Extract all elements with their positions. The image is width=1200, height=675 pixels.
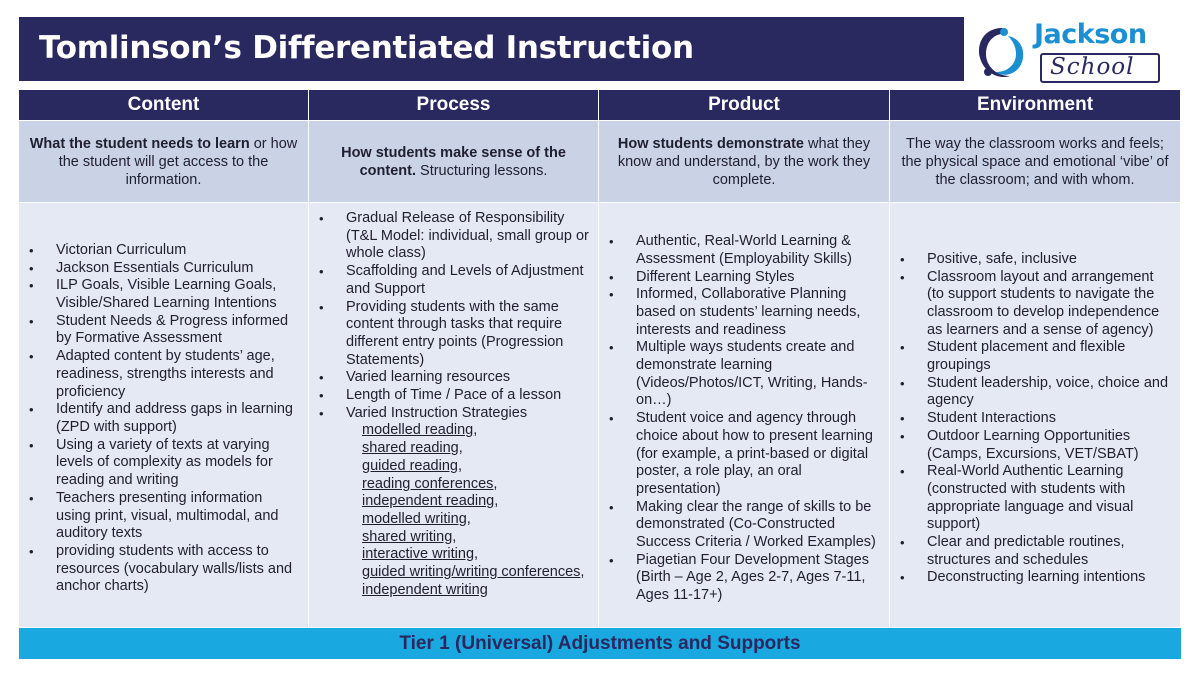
link-shared-writing[interactable]: shared writing	[362, 528, 453, 545]
link-guided-reading[interactable]: guided reading	[362, 457, 458, 474]
list-item: Clear and predictable routines, structur…	[898, 534, 1172, 569]
list-item: Teachers presenting information using pr…	[27, 490, 300, 543]
list-item: Scaffolding and Levels of Adjustment and…	[317, 263, 590, 298]
link-guided-writing[interactable]: guided writing/writing conferences	[362, 564, 581, 581]
list-item: Varied Instruction Strategies	[317, 405, 590, 423]
jackson-school-logo: Jackson School	[974, 19, 1168, 84]
header-product: Product	[599, 90, 890, 121]
header-environment: Environment	[890, 90, 1181, 121]
body-content: Victorian Curriculum Jackson Essentials …	[19, 203, 309, 628]
link-independent-writing[interactable]: independent writing	[362, 581, 488, 598]
list-item: Victorian Curriculum	[27, 242, 300, 260]
body-environment: Positive, safe, inclusive Classroom layo…	[890, 203, 1181, 628]
desc-product: How students demonstrate what they know …	[599, 121, 890, 203]
desc-environment: The way the classroom works and feels; t…	[890, 121, 1181, 203]
swirl-figures-icon	[978, 28, 1024, 78]
desc-product-bold: How students demonstrate	[617, 135, 804, 152]
list-item: Identify and address gaps in learning (Z…	[27, 401, 300, 436]
header-content: Content	[19, 90, 309, 121]
list-item: Student leadership, voice, choice and ag…	[898, 375, 1172, 410]
content-list: Victorian Curriculum Jackson Essentials …	[27, 242, 300, 596]
link-modelled-writing[interactable]: modelled writing	[362, 510, 467, 527]
list-item: Using a variety of texts at varying leve…	[27, 437, 300, 490]
comma: ,	[458, 440, 463, 457]
comma: ,	[473, 422, 478, 439]
list-item: Real-World Authentic Learning (construct…	[898, 463, 1172, 534]
list-item: Length of Time / Pace of a lesson	[317, 387, 590, 405]
comma: ,	[466, 510, 471, 527]
logo-text-jackson: Jackson	[1034, 19, 1147, 50]
list-item: Student Interactions	[898, 410, 1172, 428]
desc-content-text: or how the student will get access to th…	[58, 135, 298, 188]
list-item: Positive, safe, inclusive	[898, 251, 1172, 269]
list-item: Student Needs & Progress informed by For…	[27, 313, 300, 348]
comma: ,	[494, 493, 499, 510]
list-item: Adapted content by students’ age, readin…	[27, 348, 300, 401]
list-item: Jackson Essentials Curriculum	[27, 260, 300, 278]
list-item: Providing students with the same content…	[317, 299, 590, 370]
comma: ,	[580, 564, 585, 581]
process-list: Gradual Release of Responsibility (T&L M…	[317, 210, 590, 422]
list-item: Classroom layout and arrangement (to sup…	[898, 269, 1172, 340]
list-item: Different Learning Styles	[607, 269, 881, 287]
list-item: Student voice and agency through choice …	[607, 410, 881, 499]
body-product: Authentic, Real-World Learning & Assessm…	[599, 203, 890, 628]
link-shared-reading[interactable]: shared reading	[362, 440, 459, 457]
desc-content-bold: What the student needs to learn	[29, 135, 250, 152]
comma: ,	[457, 457, 462, 474]
footer-banner: Tier 1 (Universal) Adjustments and Suppo…	[19, 628, 1181, 659]
list-item: Deconstructing learning intentions	[898, 569, 1172, 587]
environment-list: Positive, safe, inclusive Classroom layo…	[898, 251, 1172, 587]
product-list: Authentic, Real-World Learning & Assessm…	[607, 233, 881, 605]
comma: ,	[493, 475, 498, 492]
header-process: Process	[309, 90, 599, 121]
instruction-table: Content Process Product Environment What…	[19, 90, 1181, 628]
link-reading-conferences[interactable]: reading conferences	[362, 475, 494, 492]
comma: ,	[452, 528, 457, 545]
page-title: Tomlinson’s Differentiated Instruction	[39, 30, 694, 66]
link-modelled-reading[interactable]: modelled reading	[362, 422, 474, 439]
list-item: Multiple ways students create and demons…	[607, 339, 881, 410]
desc-process-text: Structuring lessons.	[416, 162, 548, 179]
logo-text-school: School	[1040, 53, 1160, 83]
list-item: Informed, Collaborative Planning based o…	[607, 286, 881, 339]
list-item: providing students with access to resour…	[27, 543, 300, 596]
desc-content: What the student needs to learn or how t…	[19, 121, 309, 203]
list-item: Gradual Release of Responsibility (T&L M…	[317, 210, 590, 263]
title-banner: Tomlinson’s Differentiated Instruction	[19, 17, 964, 81]
list-item: Piagetian Four Development Stages (Birth…	[607, 552, 881, 605]
strategy-links: modelled reading, shared reading, guided…	[317, 422, 590, 599]
list-item: Varied learning resources	[317, 369, 590, 387]
link-interactive-writing[interactable]: interactive writing	[362, 546, 475, 563]
comma: ,	[474, 546, 479, 563]
desc-process-bold: How students make sense of the content.	[341, 144, 566, 179]
desc-environment-text: The way the classroom works and feels; t…	[901, 135, 1169, 188]
link-independent-reading[interactable]: independent reading	[362, 493, 495, 510]
body-process: Gradual Release of Responsibility (T&L M…	[309, 203, 599, 628]
list-item: Student placement and flexible groupings	[898, 339, 1172, 374]
list-item: Outdoor Learning Opportunities (Camps, E…	[898, 428, 1172, 463]
list-item: ILP Goals, Visible Learning Goals, Visib…	[27, 277, 300, 312]
desc-product-text: what they know and understand, by the wo…	[617, 135, 871, 188]
list-item: Authentic, Real-World Learning & Assessm…	[607, 233, 881, 268]
desc-process: How students make sense of the content. …	[309, 121, 599, 203]
list-item: Making clear the range of skills to be d…	[607, 499, 881, 552]
